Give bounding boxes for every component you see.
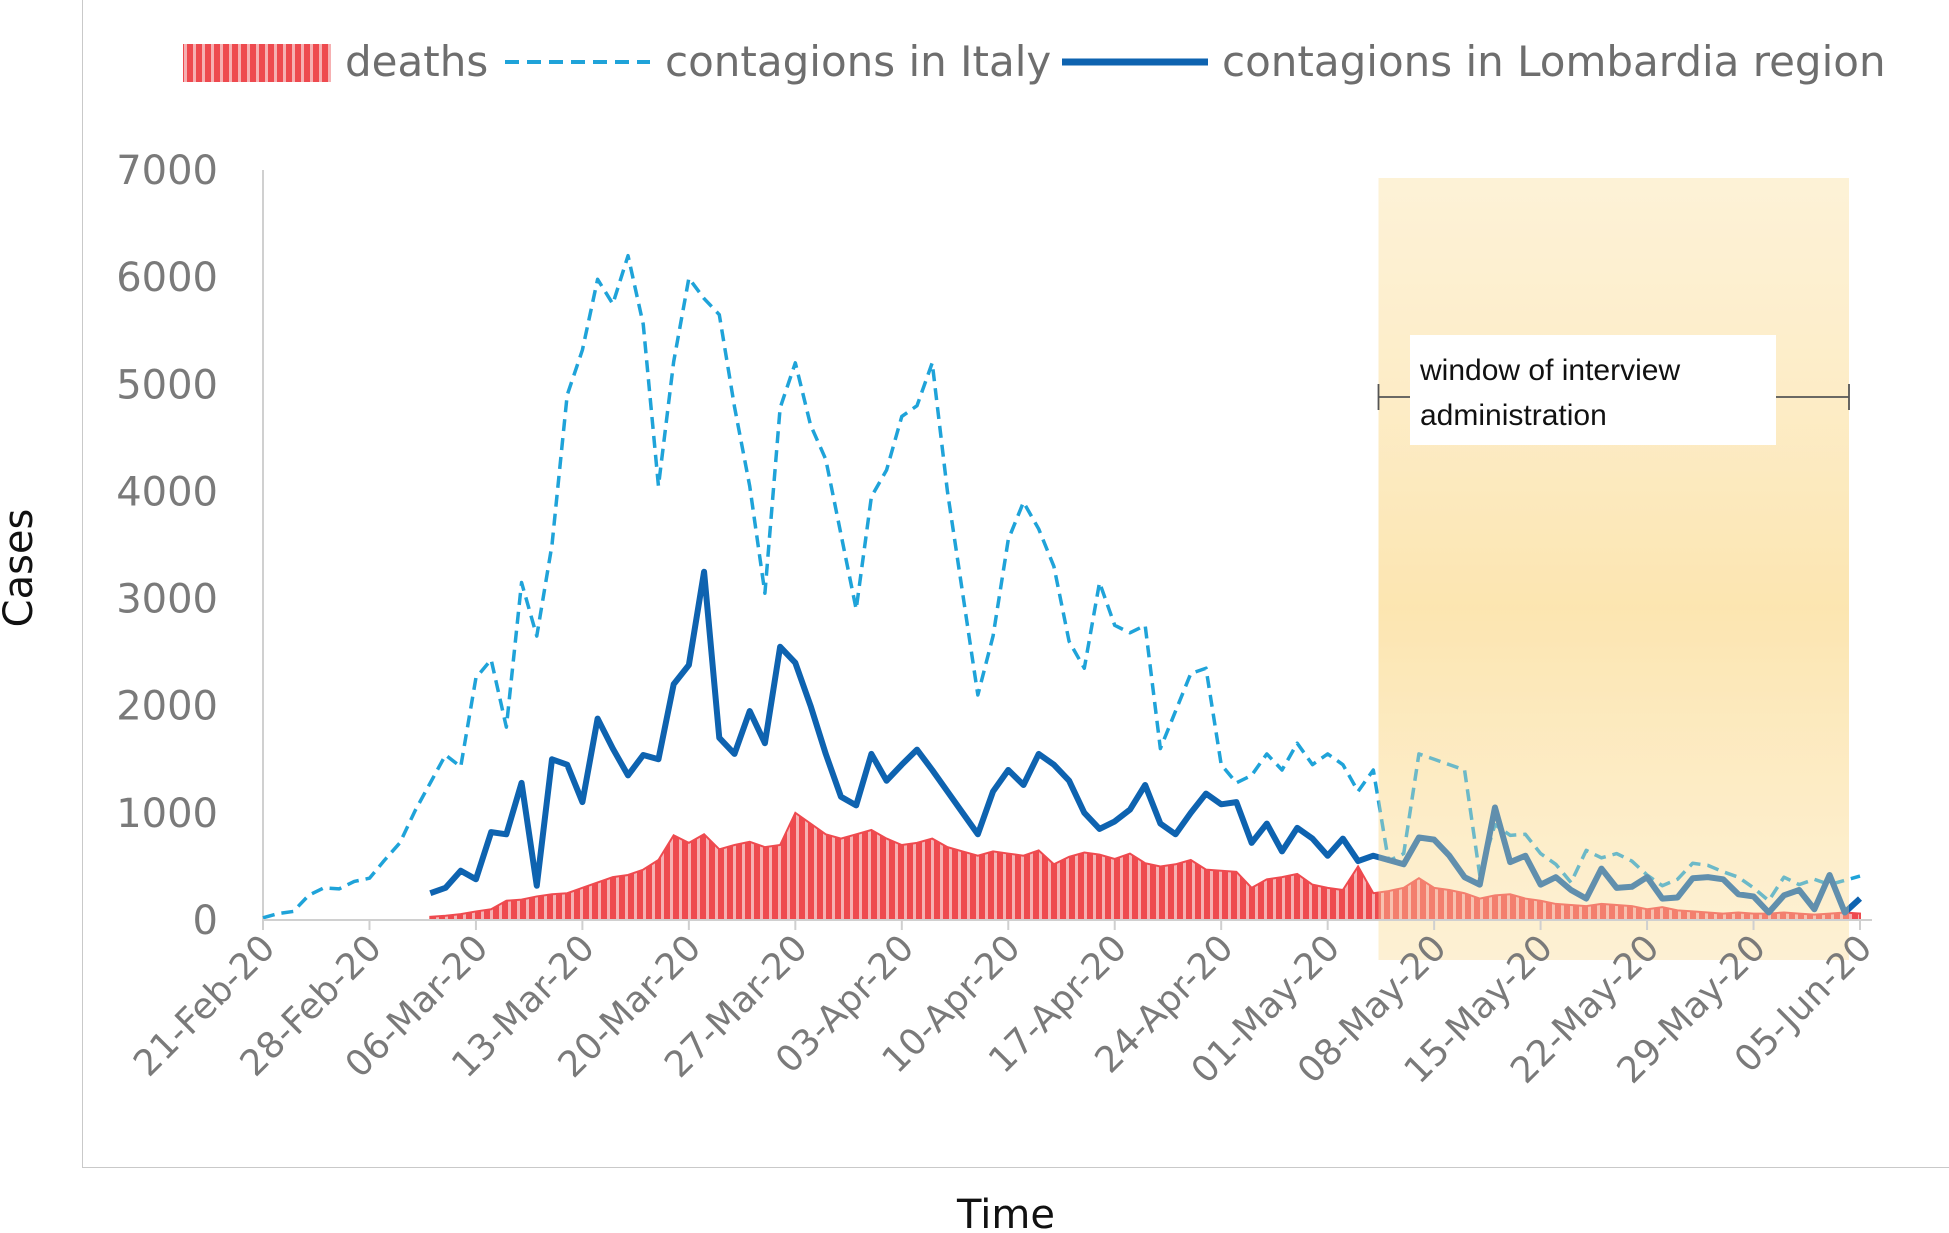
legend: deaths contagions in Italy contagions in… <box>183 37 1886 86</box>
italy-line <box>262 253 1861 920</box>
y-axis: 0 1000 2000 3000 4000 5000 6000 7000 <box>116 148 264 944</box>
window-annotation: window of interview administration <box>1377 335 1850 445</box>
x-axis-title: Time <box>956 1192 1055 1233</box>
legend-lombardia-label: contagions in Lombardia region <box>1222 37 1886 86</box>
y-axis-title: Cases <box>0 509 42 628</box>
interview-window <box>1378 178 1849 960</box>
y-tick-label: 0 <box>193 898 218 944</box>
window-overlay <box>1378 178 1849 960</box>
deaths-area <box>429 811 1861 921</box>
legend-deaths-label: deaths <box>345 37 488 86</box>
lombardia-line <box>429 568 1863 916</box>
y-tick-label: 2000 <box>116 684 218 730</box>
y-tick-label: 3000 <box>116 577 218 623</box>
y-tick-label: 6000 <box>116 255 218 301</box>
legend-italy-label: contagions in Italy <box>665 37 1051 86</box>
y-tick-label: 5000 <box>116 362 218 408</box>
annotation-line-1: window of interview <box>1419 354 1680 387</box>
annotation-box <box>1410 335 1776 445</box>
y-tick-label: 7000 <box>116 148 218 194</box>
y-tick-label: 1000 <box>116 791 218 837</box>
series-layer <box>262 178 1863 960</box>
legend-deaths-swatch <box>183 44 331 82</box>
y-tick-label: 4000 <box>116 469 218 515</box>
chart-frame <box>82 0 1949 1168</box>
annotation-line-2: administration <box>1420 399 1607 432</box>
window-shading <box>1378 178 1849 960</box>
